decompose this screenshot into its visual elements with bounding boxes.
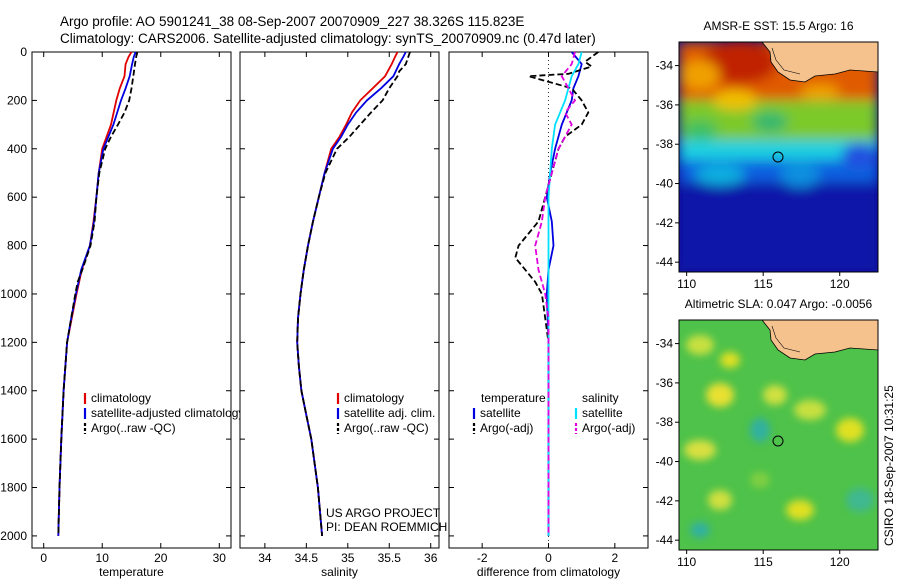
map-y-tick-label: -42 — [656, 494, 674, 508]
map-title: Altimetric SLA: 0.047 Argo: -0.0056 — [685, 297, 873, 311]
map-x-tick-label: 120 — [830, 555, 850, 569]
legend-climatology: climatology — [344, 391, 404, 405]
x-tick-label: 34 — [258, 551, 272, 565]
map-axes-0: AMSR-E SST: 15.5 Argo: 16 -34 -36 -38 -40 -42… — [656, 19, 854, 291]
plot-frame — [31, 51, 232, 549]
legend-argo: Argo(..raw -QC) — [344, 421, 429, 435]
map-y-tick-label: -34 — [656, 337, 674, 351]
x-axis-label: salinity — [321, 565, 358, 579]
x-axis-label: temperature — [99, 565, 164, 579]
y-tick-label: 1400 — [0, 384, 27, 398]
series-line-3 — [534, 51, 577, 536]
legend-temp-argo: Argo(-adj) — [480, 421, 533, 435]
sst-map — [678, 41, 879, 273]
legend-climatology: climatology — [91, 391, 151, 405]
series-line-2 — [296, 51, 411, 536]
legend-satellite-adj: satellite adj. clim. — [344, 406, 435, 420]
x-tick-label: 10 — [96, 551, 110, 565]
y-tick-label: 1200 — [0, 335, 27, 349]
map-y-tick-label: -38 — [656, 415, 674, 429]
y-tick-label: 1800 — [0, 481, 27, 495]
y-tick-label: 800 — [7, 239, 27, 253]
legend-sal-argo: Argo(-adj) — [582, 421, 635, 435]
x-tick-label: 35 — [341, 551, 355, 565]
map-y-tick-label: -34 — [656, 59, 674, 73]
map-y-tick-label: -38 — [656, 137, 674, 151]
map-x-tick-label: 115 — [754, 555, 773, 569]
map-x-tick-label: 110 — [677, 555, 696, 569]
series-line-1 — [514, 51, 599, 536]
y-tick-label: 600 — [7, 190, 27, 204]
map-y-tick-label: -36 — [656, 376, 674, 390]
x-axis-label: difference from climatology — [477, 565, 620, 579]
chart-title-line2: Climatology: CARS2006. Satellite-adjuste… — [60, 31, 596, 46]
project-annotation: US ARGO PROJECT — [326, 506, 441, 520]
map-y-tick-label: -42 — [656, 216, 674, 230]
legend-sal-satellite: satellite — [582, 406, 623, 420]
map-y-tick-label: -36 — [656, 98, 674, 112]
map-title: AMSR-E SST: 15.5 Argo: 16 — [703, 19, 853, 33]
x-tick-label: -2 — [477, 551, 488, 565]
x-tick-label: 30 — [213, 551, 227, 565]
map-y-tick-label: -44 — [656, 255, 674, 269]
x-tick-label: 36 — [424, 551, 438, 565]
map-x-tick-label: 120 — [830, 277, 850, 291]
y-tick-label: 1000 — [0, 287, 27, 301]
map-y-tick-label: -44 — [656, 533, 674, 547]
map-x-tick-label: 115 — [754, 277, 773, 291]
sla-map — [678, 319, 879, 551]
legend-satellite-adjusted: satellite-adjusted climatology — [91, 406, 244, 420]
legend-temp-satellite: satellite — [480, 406, 521, 420]
y-tick-label: 400 — [7, 142, 27, 156]
pi-annotation: PI: DEAN ROEMMICH — [326, 520, 447, 534]
chart-title-line1: Argo profile: AO 5901241_38 08-Sep-2007 … — [60, 14, 525, 29]
x-tick-label: 2 — [611, 551, 618, 565]
map-axes-1: Altimetric SLA: 0.047 Argo: -0.0056 -34 -3… — [656, 297, 873, 569]
plot-frame — [239, 51, 440, 549]
legend-argo: Argo(..raw -QC) — [91, 421, 176, 435]
profile-panel-0: 0 200 400 600 800 1000 1200 1400 1600 1800 2000 0 10… — [0, 45, 244, 579]
x-tick-label: 34.5 — [295, 551, 319, 565]
y-tick-label: 2000 — [0, 529, 27, 543]
map-y-tick-label: -40 — [656, 177, 674, 191]
x-tick-label: 20 — [154, 551, 168, 565]
y-tick-label: 0 — [20, 45, 27, 59]
legend-group-temperature: temperature — [481, 391, 546, 405]
map-x-tick-label: 110 — [677, 277, 696, 291]
y-tick-label: 1600 — [0, 432, 27, 446]
map-y-tick-label: -40 — [656, 455, 674, 469]
series-line-2 — [57, 51, 139, 536]
legend-group-salinity: salinity — [582, 391, 619, 405]
x-tick-label: 0 — [40, 551, 47, 565]
y-tick-label: 200 — [7, 93, 27, 107]
x-tick-label: 35.5 — [378, 551, 402, 565]
profile-panel-1: 34 34.5 35 35.5 36 salinity climatologysatelli… — [239, 51, 447, 579]
x-tick-label: 0 — [545, 551, 552, 565]
